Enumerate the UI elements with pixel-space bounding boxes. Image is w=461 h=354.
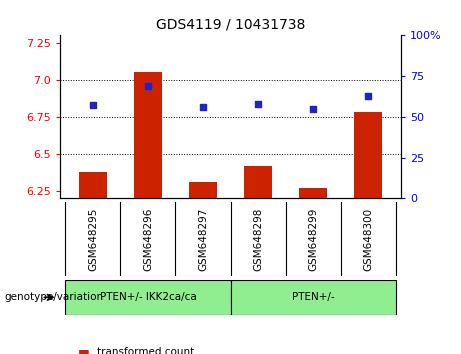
Bar: [65, 280, 230, 315]
Text: GSM648296: GSM648296: [143, 207, 153, 271]
Point: [254, 101, 262, 107]
Text: GSM648297: GSM648297: [198, 207, 208, 271]
Point: [199, 104, 207, 110]
Bar: [189, 182, 217, 198]
Bar: [299, 188, 327, 198]
Text: GSM648298: GSM648298: [253, 207, 263, 271]
Point: [309, 106, 317, 112]
Text: PTEN+/-: PTEN+/-: [292, 292, 334, 302]
Text: transformed count: transformed count: [97, 347, 194, 354]
Text: ■: ■: [78, 347, 90, 354]
Point: [144, 83, 152, 89]
Text: GSM648299: GSM648299: [308, 207, 318, 271]
Title: GDS4119 / 10431738: GDS4119 / 10431738: [156, 17, 305, 32]
Point: [364, 93, 372, 98]
Bar: [134, 73, 162, 198]
Bar: [355, 112, 382, 198]
Bar: [230, 280, 396, 315]
Text: GSM648295: GSM648295: [88, 207, 98, 271]
Text: GSM648300: GSM648300: [363, 207, 373, 270]
Bar: [244, 166, 272, 198]
Point: [89, 103, 97, 108]
Text: genotype/variation: genotype/variation: [5, 292, 104, 302]
Text: PTEN+/- IKK2ca/ca: PTEN+/- IKK2ca/ca: [100, 292, 196, 302]
Bar: [79, 172, 106, 198]
